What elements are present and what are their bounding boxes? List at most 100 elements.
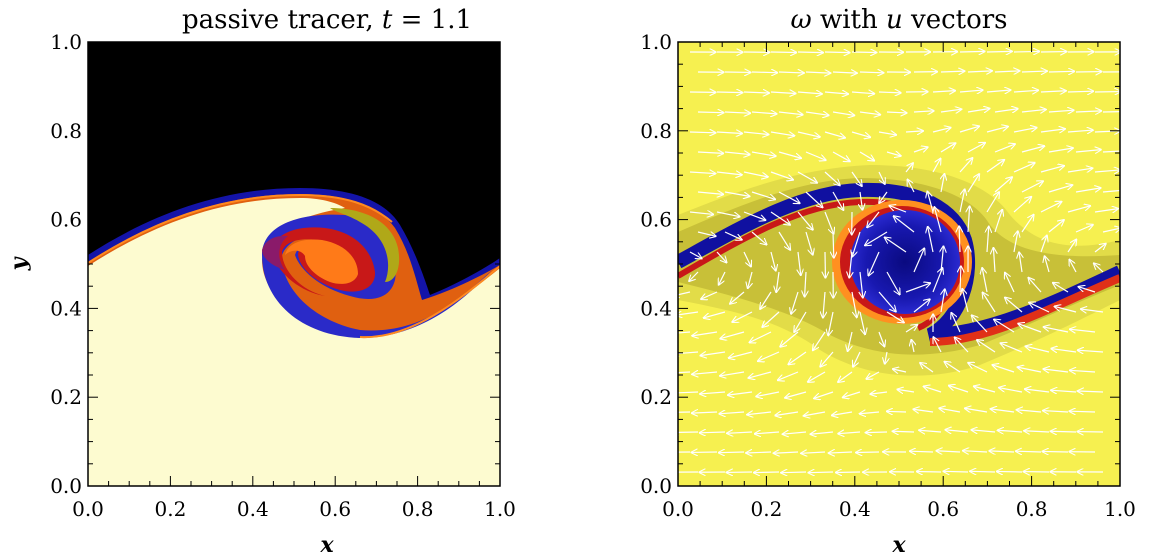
velocity-arrow [913, 147, 928, 152]
velocity-arrow [803, 412, 826, 416]
velocity-arrow [719, 452, 745, 453]
panel-passive-tracer: passive tracer, t = 1.1 0.0 0.2 0.4 0.6 0.8 1… [6, 5, 516, 554]
left-xtick-label: 0.4 [237, 497, 269, 521]
velocity-arrow [805, 72, 831, 73]
velocity-arrow [716, 92, 743, 93]
velocity-arrow [860, 191, 862, 210]
velocity-arrow [867, 211, 880, 228]
velocity-arrow [780, 331, 799, 347]
velocity-arrow [1102, 228, 1120, 232]
velocity-arrow [743, 132, 769, 135]
velocity-arrow [1050, 431, 1077, 432]
right-title: ω with u vectors [790, 5, 1007, 35]
left-ytick-label: 0.4 [50, 296, 82, 320]
velocity-arrow [775, 412, 799, 415]
velocity-arrow [959, 189, 965, 213]
velocity-arrow [770, 171, 793, 180]
velocity-arrow [692, 332, 718, 336]
velocity-arrow [794, 311, 807, 332]
velocity-arrow [824, 171, 840, 185]
velocity-arrow [697, 192, 723, 194]
velocity-arrow [917, 471, 942, 472]
velocity-arrow [1016, 451, 1042, 452]
velocity-arrow [1048, 148, 1073, 152]
velocity-arrow [963, 451, 988, 452]
velocity-arrow [751, 231, 767, 245]
velocity-arrow [843, 391, 861, 397]
velocity-arrow [999, 388, 1023, 393]
velocity-arrow [967, 109, 990, 112]
velocity-arrow [1094, 263, 1104, 273]
velocity-arrow [886, 271, 900, 295]
velocity-arrow [945, 430, 969, 432]
velocity-arrow [1077, 391, 1104, 392]
velocity-arrow [860, 271, 863, 298]
spiral-orange [285, 239, 358, 284]
velocity-arrow [1048, 71, 1074, 72]
velocity-arrow [824, 52, 850, 53]
velocity-arrow [1021, 109, 1046, 112]
velocity-arrow [1069, 411, 1096, 412]
spiral-core [262, 235, 288, 270]
velocity-arrow [798, 251, 801, 275]
velocity-arrow [1021, 181, 1043, 193]
velocity-arrow [1043, 411, 1069, 412]
velocity-arrow [808, 371, 826, 382]
velocity-arrow [1024, 431, 1050, 432]
interface-line [88, 193, 393, 264]
velocity-arrow [728, 351, 753, 358]
velocity-arrow [1094, 244, 1106, 253]
right-ytick-label: 0.6 [640, 208, 672, 232]
velocity-arrow [749, 331, 772, 343]
velocity-arrow [977, 340, 996, 353]
velocity-arrow [940, 143, 956, 153]
velocity-arrow [1048, 220, 1064, 233]
velocity-arrow [851, 52, 877, 53]
velocity-arrow [1040, 129, 1065, 132]
velocity-arrow [994, 109, 1018, 112]
velocity-arrow [743, 171, 768, 177]
velocity-arrow [940, 109, 962, 112]
velocity-arrow [986, 126, 1008, 133]
velocity-arrow [678, 292, 691, 296]
right-axes: 0.0 0.2 0.4 0.6 0.8 1.0 0.0 0.2 0.4 0.6 0.8 1.0 [640, 30, 1136, 521]
velocity-arrow [751, 72, 777, 73]
velocity-arrow [990, 409, 1015, 412]
velocity-arrow [870, 392, 888, 394]
shear-band-red-right [929, 274, 1120, 346]
velocity-arrow [788, 351, 807, 365]
velocity-arrow [974, 386, 996, 393]
velocity-arrow [836, 472, 861, 473]
velocity-arrow [913, 409, 934, 412]
velocity-arrow [866, 371, 880, 379]
velocity-arrow [994, 144, 1015, 153]
velocity-arrow [932, 128, 951, 132]
velocity-arrow [1054, 306, 1077, 313]
velocity-arrow [814, 391, 834, 398]
velocity-arrow [1043, 369, 1069, 372]
velocity-arrow [941, 174, 944, 193]
velocity-arrow [859, 112, 880, 115]
velocity-arrow [993, 248, 995, 273]
velocity-arrow [773, 452, 799, 453]
velocity-arrow [859, 151, 874, 161]
left-xtick-label: 0.8 [402, 497, 434, 521]
velocity-arrow [968, 206, 970, 233]
velocity-arrow [832, 151, 850, 161]
velocity-arrow [776, 271, 779, 292]
velocity-arrow [1069, 259, 1077, 273]
velocity-arrow [801, 452, 826, 453]
velocity-arrow [1021, 71, 1047, 72]
velocity-arrow [697, 112, 724, 113]
velocity-arrow [955, 337, 969, 353]
velocity-arrow [986, 192, 999, 213]
velocity-arrow [778, 151, 801, 158]
velocity-arrow [905, 325, 918, 333]
left-xtick-label: 1.0 [484, 497, 516, 521]
velocity-arrow [720, 372, 745, 376]
left-ytick-label: 0.2 [50, 385, 82, 409]
velocity-arrow [838, 371, 853, 382]
velocity-arrow [833, 231, 834, 258]
velocity-arrow [730, 291, 745, 304]
tracer-heatmap [88, 42, 500, 486]
